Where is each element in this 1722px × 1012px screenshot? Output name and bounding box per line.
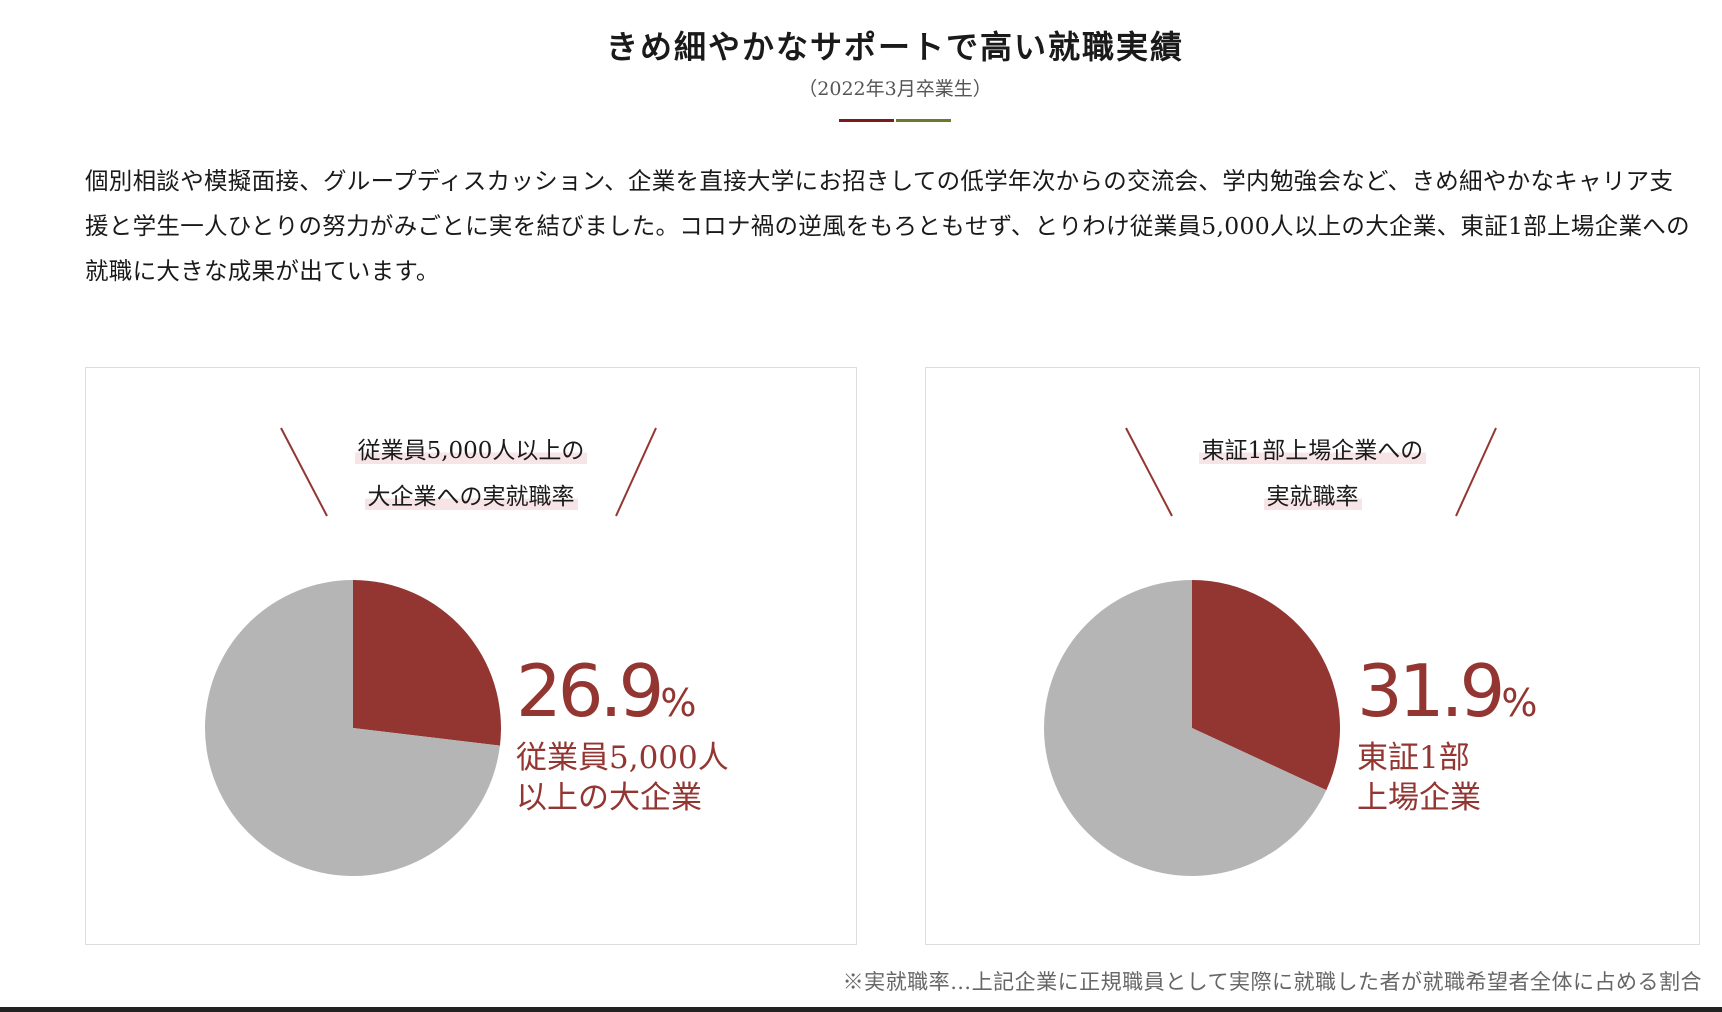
pie-slice-rest — [204, 580, 500, 876]
percent-value: 26.9% — [516, 655, 696, 727]
panel-heading-line2: 実就職率 — [1263, 484, 1362, 510]
panel-heading: 従業員5,000人以上の 大企業への実就職率 — [86, 428, 856, 520]
panel-heading-line1: 東証1部上場企業への — [1198, 438, 1427, 464]
percent-label: 東証1部 上場企業 — [1357, 738, 1481, 818]
percent-sign: % — [660, 681, 697, 725]
pie-chart — [204, 580, 501, 876]
bottom-border — [0, 1007, 1722, 1012]
percent-label: 従業員5,000人 以上の大企業 — [516, 738, 729, 818]
percent-value: 31.9% — [1357, 655, 1537, 727]
page-title: きめ細やかなサポートで高い就職実績 — [605, 28, 1184, 66]
panel-heading-line2: 大企業への実就職率 — [364, 484, 578, 510]
title-rule-right — [896, 119, 951, 122]
right-slash-decoration — [1455, 427, 1497, 517]
pie-chart — [1044, 580, 1340, 876]
panel-heading: 東証1部上場企業への 実就職率 — [926, 428, 1699, 520]
pie-slice-highlight — [353, 580, 501, 746]
pie-slice-highlight — [1192, 580, 1340, 791]
pie-slice-rest — [1044, 580, 1327, 876]
percent-label-line1: 従業員5,000人 — [516, 740, 729, 776]
page-subtitle: （2022年3月卒業生） — [798, 78, 992, 100]
title-rule-left — [839, 119, 894, 122]
percent-label-line2: 以上の大企業 — [516, 780, 702, 816]
percent-number: 31.9 — [1357, 649, 1505, 733]
right-slash-decoration — [615, 427, 657, 517]
footnote: ※実就職率…上記企業に正規職員として実際に就職した者が就職希望者全体に占める割合 — [842, 970, 1702, 994]
panel-large-companies: 従業員5,000人以上の 大企業への実就職率 26.9% 従業員5,000人 以… — [85, 367, 857, 945]
percent-sign: % — [1501, 681, 1538, 725]
percent-label-line1: 東証1部 — [1357, 740, 1470, 776]
intro-text: 個別相談や模擬面接、グループディスカッション、企業を直接大学にお招きしての低学年… — [85, 167, 1690, 285]
left-slash-decoration — [1125, 427, 1173, 517]
panel-heading-line1: 従業員5,000人以上の — [354, 438, 588, 464]
panel-listed-companies: 東証1部上場企業への 実就職率 31.9% 東証1部 上場企業 — [925, 367, 1700, 945]
left-slash-decoration — [280, 427, 328, 517]
percent-number: 26.9 — [516, 649, 664, 733]
percent-label-line2: 上場企業 — [1357, 780, 1481, 816]
